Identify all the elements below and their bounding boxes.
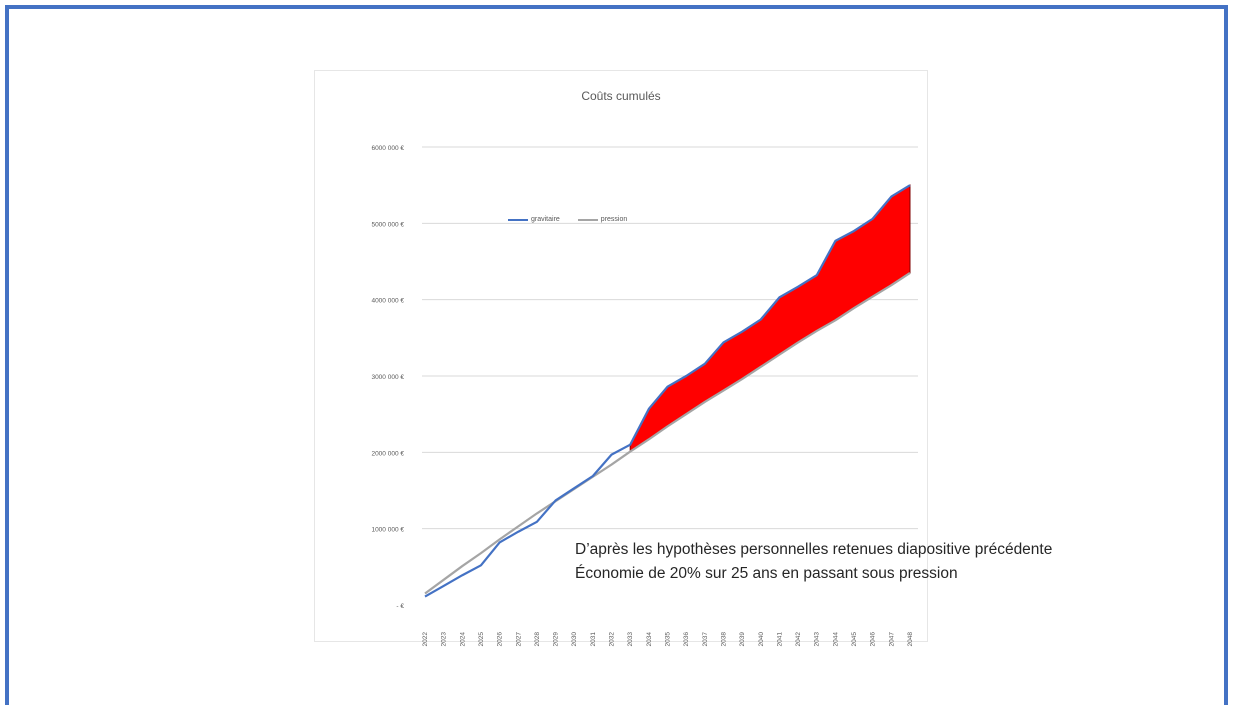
- x-tick-label: 2048: [907, 632, 914, 647]
- x-tick-label: 2031: [590, 632, 597, 647]
- x-tick-label: 2045: [851, 632, 858, 647]
- x-tick-label: 2033: [627, 632, 634, 647]
- x-tick-label: 2036: [683, 632, 690, 647]
- legend-label-gravitaire: gravitaire: [531, 216, 560, 223]
- x-tick-label: 2030: [571, 632, 578, 647]
- annotation-line-1: D’après les hypothèses personnelles rete…: [575, 541, 1053, 558]
- x-tick-label: 2029: [553, 632, 560, 647]
- y-tick-label: - €: [396, 603, 404, 610]
- x-tick-label: 2032: [609, 632, 616, 647]
- x-tick-label: 2039: [739, 632, 746, 647]
- legend-item-pression: pression: [577, 216, 628, 223]
- x-tick-label: 2022: [422, 632, 429, 647]
- x-tick-label: 2044: [832, 632, 839, 647]
- slide-frame: [5, 5, 1228, 705]
- x-tick-label: 2025: [478, 632, 485, 647]
- x-tick-label: 2028: [534, 632, 541, 647]
- x-tick-label: 2035: [665, 632, 672, 647]
- y-tick-label: 5000 000 €: [371, 221, 404, 228]
- x-tick-label: 2043: [814, 632, 821, 647]
- x-tick-label: 2046: [870, 632, 877, 647]
- y-tick-label: 2000 000 €: [371, 450, 404, 457]
- y-tick-label: 1000 000 €: [371, 527, 404, 534]
- x-tick-label: 2023: [441, 632, 448, 647]
- x-tick-label: 2024: [459, 632, 466, 647]
- x-tick-label: 2027: [515, 632, 522, 647]
- annotation-text: D’après les hypothèses personnelles rete…: [575, 538, 1052, 586]
- x-tick-label: 2037: [702, 632, 709, 647]
- x-tick-label: 2026: [497, 632, 504, 647]
- chart-title: Coûts cumulés: [581, 89, 661, 103]
- chart-card: [314, 70, 928, 642]
- x-tick-label: 2040: [758, 632, 765, 647]
- series-line-gravitaire: [424, 184, 911, 598]
- x-tick-label: 2041: [776, 632, 783, 647]
- x-tick-label: 2038: [720, 632, 727, 647]
- savings-area: [629, 184, 911, 453]
- x-tick-label: 2047: [888, 632, 895, 647]
- x-tick-label: 2034: [646, 632, 653, 647]
- x-tick-label: 2042: [795, 632, 802, 647]
- series-line-pression: [424, 272, 911, 595]
- annotation-line-2: Économie de 20% sur 25 ans en passant so…: [575, 565, 958, 582]
- chart-legend: gravitaire pression: [508, 216, 627, 223]
- y-tick-label: 4000 000 €: [371, 298, 404, 305]
- legend-swatch-pression: [577, 218, 598, 221]
- legend-swatch-gravitaire: [508, 218, 528, 221]
- legend-label-pression: pression: [600, 216, 628, 223]
- y-tick-label: 6000 000 €: [371, 145, 404, 152]
- y-tick-label: 3000 000 €: [371, 374, 404, 381]
- legend-item-gravitaire: gravitaire: [508, 216, 560, 223]
